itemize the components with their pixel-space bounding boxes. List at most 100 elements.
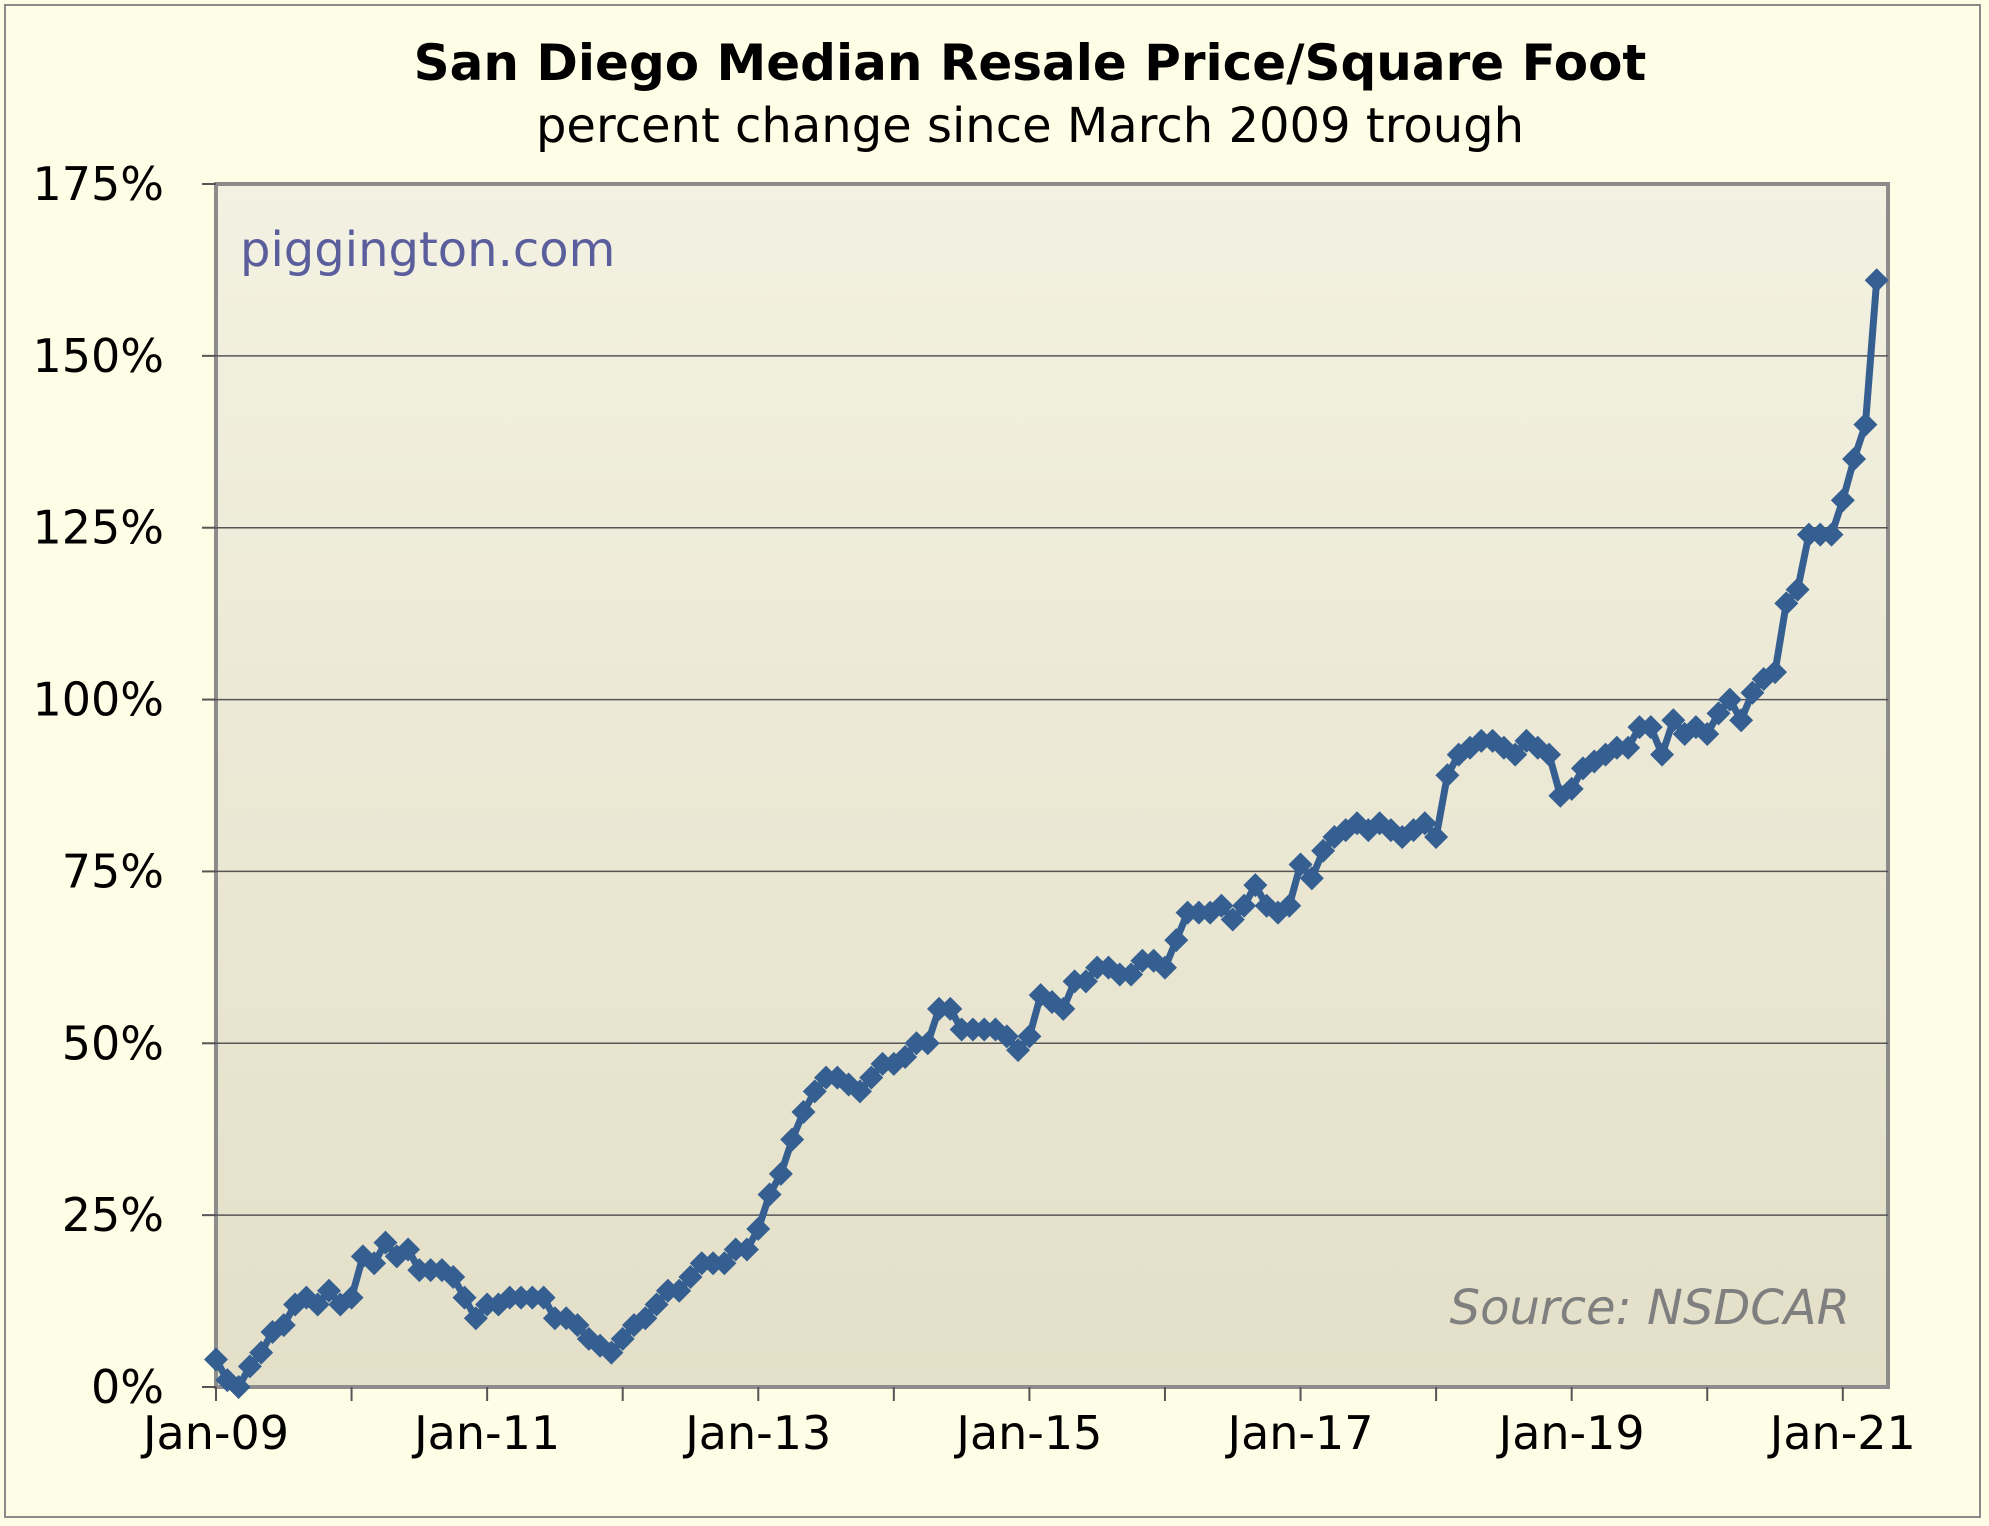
data-point <box>1717 687 1742 712</box>
y-tick-label: 175% <box>32 157 164 211</box>
data-point <box>339 1285 364 1310</box>
chart-frame <box>4 4 1981 1518</box>
chart-title: San Diego Median Resale Price/Square Foo… <box>414 34 1647 92</box>
data-point <box>463 1306 488 1331</box>
data-series <box>204 268 1889 1399</box>
data-point <box>362 1251 387 1276</box>
x-tick-label: Jan-21 <box>1767 1406 1916 1460</box>
y-tick-label: 100% <box>32 673 164 727</box>
data-point <box>938 996 963 1021</box>
data-point <box>791 1100 816 1125</box>
data-point <box>1864 268 1889 293</box>
data-point <box>1853 412 1878 437</box>
data-point <box>1119 962 1144 987</box>
data-point <box>1559 776 1584 801</box>
data-point <box>768 1161 793 1186</box>
y-tick-label: 25% <box>62 1188 164 1242</box>
data-point <box>1299 866 1324 891</box>
y-tick-label: 50% <box>62 1016 164 1070</box>
data-point <box>1209 893 1234 918</box>
data-point <box>1650 742 1675 767</box>
data-point <box>678 1265 703 1290</box>
data-point <box>1412 811 1437 836</box>
y-tick-label: 75% <box>62 844 164 898</box>
data-point <box>1774 591 1799 616</box>
data-point <box>1830 488 1855 513</box>
data-point <box>1537 742 1562 767</box>
data-point <box>1819 522 1844 547</box>
data-point <box>1503 742 1528 767</box>
data-point <box>1424 825 1449 850</box>
data-point <box>1073 969 1098 994</box>
y-tick-label: 150% <box>32 329 164 383</box>
data-point <box>915 1031 940 1056</box>
data-point <box>734 1237 759 1262</box>
data-point <box>271 1313 296 1338</box>
data-point <box>226 1375 251 1399</box>
data-point <box>396 1237 421 1262</box>
data-point <box>1785 577 1810 602</box>
data-point <box>1243 873 1268 898</box>
data-point <box>633 1306 658 1331</box>
data-point <box>1706 701 1731 726</box>
y-tick-label: 125% <box>32 501 164 555</box>
data-point <box>1152 955 1177 980</box>
data-point <box>249 1340 274 1365</box>
y-tick-label: 0% <box>91 1360 164 1414</box>
data-point <box>237 1354 262 1379</box>
chart-subtitle: percent change since March 2009 trough <box>536 98 1524 154</box>
data-point <box>893 1045 918 1070</box>
data-point <box>531 1285 556 1310</box>
data-point <box>780 1127 805 1152</box>
x-tick-label: Jan-11 <box>411 1406 560 1460</box>
data-point <box>994 1024 1019 1049</box>
data-point <box>1638 715 1663 740</box>
data-point <box>599 1340 624 1365</box>
data-point <box>305 1292 330 1317</box>
data-point <box>1220 907 1245 932</box>
y-axis: 0% 25% 50% 75% 100% 125% 150% 175% <box>32 157 216 1414</box>
data-point <box>204 1347 228 1372</box>
data-point <box>610 1326 635 1351</box>
data-point <box>1616 735 1641 760</box>
data-point <box>1729 708 1754 733</box>
x-tick-label: Jan-19 <box>1496 1406 1645 1460</box>
data-point <box>1763 660 1788 685</box>
x-tick-label: Jan-15 <box>953 1406 1102 1460</box>
data-point <box>1288 852 1313 877</box>
data-point <box>757 1182 782 1207</box>
data-point <box>1695 721 1720 746</box>
data-point <box>1435 763 1460 788</box>
data-point <box>565 1313 590 1338</box>
data-point <box>441 1265 466 1290</box>
data-point <box>712 1251 737 1276</box>
data-point <box>1740 680 1765 705</box>
data-point <box>1017 1024 1042 1049</box>
x-tick-label: Jan-17 <box>1225 1406 1374 1460</box>
data-point <box>1232 893 1257 918</box>
x-tick-label: Jan-09 <box>140 1406 289 1460</box>
data-point <box>644 1292 669 1317</box>
x-axis: Jan-09 Jan-11 Jan-13 Jan-15 Jan-17 Jan-19 Jan-… <box>140 1387 1916 1460</box>
data-point <box>1164 928 1189 953</box>
data-point <box>1277 893 1302 918</box>
data-point <box>1842 446 1867 471</box>
plot-area <box>214 182 1890 1389</box>
data-point <box>373 1230 398 1255</box>
data-point <box>847 1079 872 1104</box>
data-point <box>859 1065 884 1090</box>
data-point <box>746 1216 771 1241</box>
source-note: Source: NSDCAR <box>1450 1280 1850 1336</box>
gridlines <box>216 355 1888 1216</box>
data-point <box>1006 1038 1031 1063</box>
data-point <box>452 1285 477 1310</box>
data-point <box>667 1278 692 1303</box>
data-point <box>1051 996 1076 1021</box>
data-point <box>802 1079 827 1104</box>
data-point <box>316 1278 341 1303</box>
data-point <box>1311 838 1336 863</box>
data-point <box>1661 708 1686 733</box>
watermark-text: piggington.com <box>240 222 615 278</box>
x-tick-label: Jan-13 <box>682 1406 831 1460</box>
